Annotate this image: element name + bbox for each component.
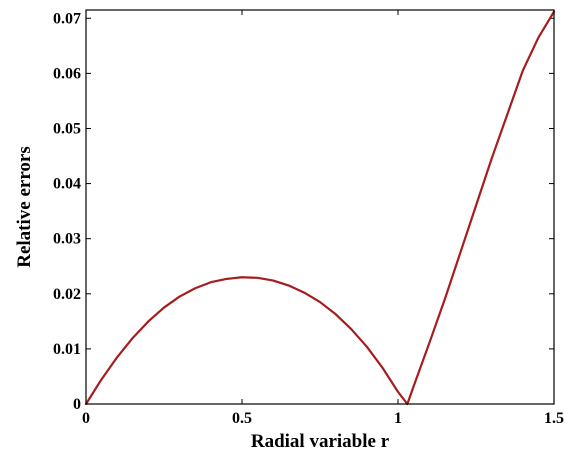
tick-labels-layer: 0 0.5 1 1.5 0 0.01 0.02 0.03 0.04 0.05 0.06 0.07 (53, 10, 564, 427)
x-tick-label: 0.5 (232, 410, 252, 427)
series-line (84, 10, 556, 406)
y-tick-label: 0.05 (53, 120, 81, 137)
x-axis-title: Radial variable r (251, 431, 390, 452)
y-axis-title: Relative errors (14, 146, 35, 268)
y-tick-label: 0.04 (53, 176, 81, 193)
plot-frame (85, 9, 555, 405)
y-tick-label: 0.03 (53, 231, 81, 248)
y-tick-label: 0.02 (53, 286, 81, 303)
x-tick-label: 1 (394, 410, 402, 427)
x-tick-label: 0 (82, 410, 90, 427)
ticks-layer (85, 10, 555, 405)
y-tick-label: 0.07 (53, 10, 81, 27)
series-layer (84, 10, 556, 406)
y-tick-label: 0 (73, 396, 81, 413)
y-tick-label: 0.01 (53, 341, 81, 358)
x-tick-label: 1.5 (544, 410, 564, 427)
y-tick-label: 0.06 (53, 65, 81, 82)
